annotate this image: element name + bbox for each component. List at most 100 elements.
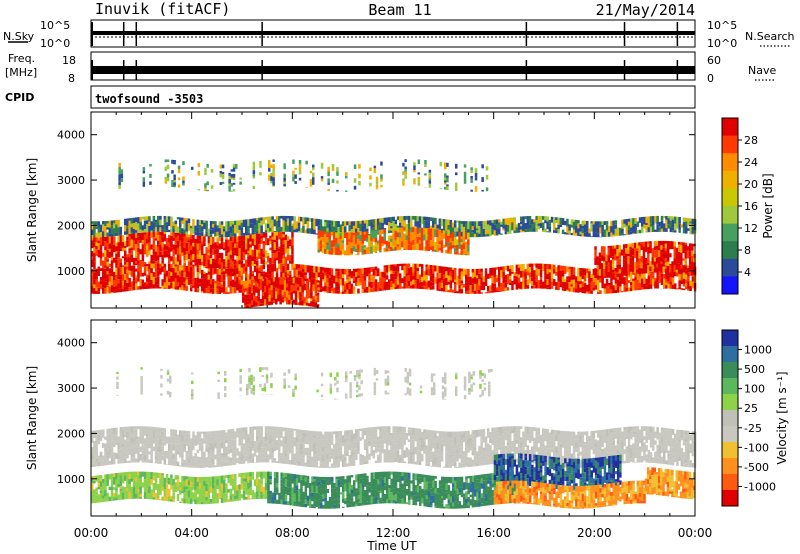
data-cell (447, 231, 450, 236)
data-cell (132, 431, 136, 439)
data-cell (454, 223, 457, 228)
data-cell (291, 449, 294, 453)
data-cell (174, 220, 178, 225)
data-cell (620, 249, 624, 256)
data-cell (119, 448, 123, 454)
data-cell (110, 292, 114, 294)
data-cell (297, 284, 300, 288)
data-cell (524, 282, 527, 287)
data-cell (258, 450, 261, 459)
data-cell (335, 445, 338, 450)
data-cell (225, 452, 228, 457)
data-cell (493, 230, 497, 236)
data-cell (401, 222, 404, 227)
data-cell (152, 254, 156, 261)
data-cell (143, 449, 147, 455)
data-cell (247, 219, 250, 226)
data-cell (431, 239, 435, 247)
data-cell (288, 277, 291, 281)
data-cell (539, 284, 543, 289)
data-cell (509, 282, 512, 285)
data-cell (445, 285, 448, 292)
data-cell (502, 276, 505, 284)
data-cell (201, 269, 204, 273)
data-cell (410, 287, 413, 289)
data-cell (649, 260, 652, 267)
data-cell (417, 172, 421, 175)
data-cell (291, 261, 294, 264)
data-cell (130, 281, 134, 290)
data-cell (132, 240, 136, 245)
data-cell (262, 232, 266, 234)
data-cell (165, 287, 169, 289)
data-cell (273, 266, 277, 272)
data-cell (304, 430, 307, 434)
data-cell (236, 247, 239, 252)
data-cell (272, 173, 275, 178)
data-cell (357, 288, 360, 294)
data-cell (326, 245, 329, 250)
data-cell (223, 259, 226, 262)
data-cell (143, 226, 147, 230)
data-cell (181, 462, 184, 466)
data-cell (203, 284, 206, 293)
data-cell (489, 225, 492, 233)
data-cell (592, 275, 596, 282)
data-cell (128, 440, 131, 448)
data-cell (150, 435, 153, 442)
data-cell (509, 217, 512, 226)
data-cell (546, 274, 549, 279)
data-cell (157, 260, 160, 264)
data-cell (218, 237, 222, 241)
data-cell (455, 172, 458, 176)
data-cell (319, 225, 323, 232)
data-cell (636, 279, 640, 288)
data-cell (447, 219, 450, 225)
data-cell (684, 265, 687, 270)
data-cell (161, 451, 164, 456)
data-cell (106, 441, 109, 450)
data-cell (385, 288, 389, 290)
data-cell (456, 220, 459, 223)
data-cell (231, 228, 235, 233)
data-cell (229, 233, 233, 236)
data-cell (539, 279, 543, 285)
data-cell (212, 452, 215, 456)
data-cell (335, 459, 338, 466)
data-cell (183, 277, 186, 282)
data-cell (625, 219, 629, 226)
data-cell (630, 274, 633, 282)
data-cell (366, 454, 369, 460)
data-cell (242, 245, 246, 253)
data-cell (249, 440, 252, 447)
data-cell (405, 240, 408, 245)
data-cell (121, 426, 125, 431)
data-cell (273, 232, 277, 240)
data-cell (311, 268, 314, 272)
data-cell (414, 263, 417, 271)
data-cell (682, 222, 686, 228)
data-cell (344, 432, 347, 439)
data-cell (653, 241, 657, 247)
data-cell (326, 249, 329, 255)
data-cell (179, 254, 182, 260)
data-cell (196, 238, 200, 244)
data-cell (278, 266, 281, 270)
data-cell (460, 236, 463, 240)
data-cell (292, 287, 296, 291)
data-cell (423, 246, 426, 251)
data-cell (275, 429, 279, 436)
data-cell (376, 230, 380, 234)
data-cell (135, 222, 138, 228)
data-cell (253, 445, 257, 448)
data-cell (163, 222, 167, 230)
data-cell (667, 216, 670, 219)
data-cell (179, 265, 182, 271)
data-cell (273, 253, 277, 259)
data-cell (268, 280, 271, 284)
data-cell (601, 225, 604, 232)
data-cell (392, 434, 395, 441)
data-cell (141, 240, 145, 245)
data-cell (139, 431, 142, 436)
data-cell (454, 227, 457, 232)
